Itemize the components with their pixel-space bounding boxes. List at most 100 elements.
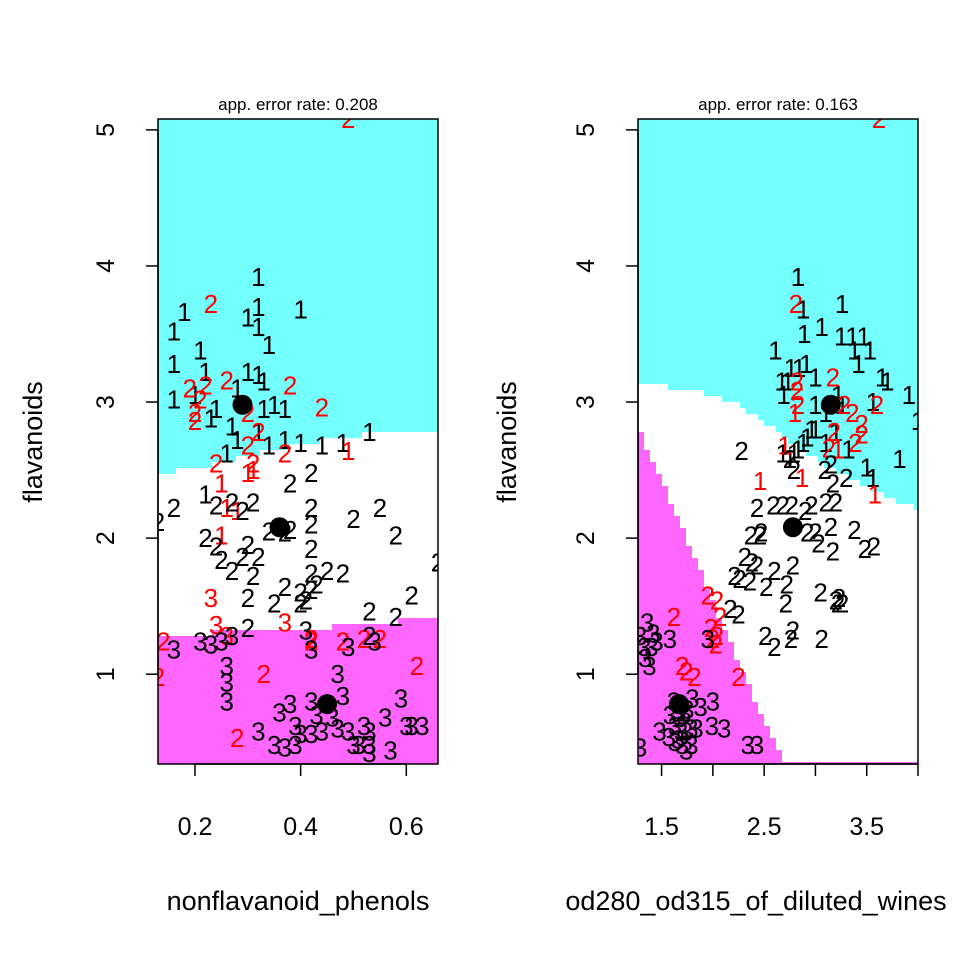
data-point: 1 xyxy=(214,469,228,499)
data-point: 2 xyxy=(246,448,260,478)
data-point: 3 xyxy=(193,627,207,657)
data-point: 2 xyxy=(789,289,803,319)
chart-title: app. error rate: 0.163 xyxy=(698,95,858,114)
data-point: 2 xyxy=(225,556,239,586)
data-point: 1 xyxy=(198,357,212,387)
data-point: 2 xyxy=(182,373,196,403)
data-point: 1 xyxy=(792,353,806,383)
data-point: 1 xyxy=(198,480,212,510)
data-point: 3 xyxy=(330,714,344,744)
data-point: 2 xyxy=(241,431,255,461)
data-point: 2 xyxy=(786,550,800,580)
data-point: 1 xyxy=(856,322,870,352)
data-point: 2 xyxy=(783,444,797,474)
data-point: 3 xyxy=(642,651,656,681)
data-point: 3 xyxy=(219,651,233,681)
data-point: 1 xyxy=(262,330,276,360)
y-tick-label: 5 xyxy=(92,123,120,137)
data-point: 3 xyxy=(330,659,344,689)
data-point: 2 xyxy=(675,651,689,681)
data-point: 2 xyxy=(304,575,318,605)
data-point: 2 xyxy=(867,531,881,561)
data-point: 2 xyxy=(848,428,862,458)
data-point: 1 xyxy=(777,431,791,461)
data-point: 1 xyxy=(167,349,181,379)
data-point: 2 xyxy=(256,659,270,689)
data-point: 2 xyxy=(188,398,202,428)
data-point: 2 xyxy=(775,491,789,521)
data-point: 2 xyxy=(357,624,371,654)
data-point: 2 xyxy=(750,550,764,580)
data-point: 2 xyxy=(299,586,313,616)
data-point: 1 xyxy=(230,425,244,455)
data-point: 2 xyxy=(845,398,859,428)
data-point: 2 xyxy=(278,572,292,602)
data-point: 1 xyxy=(831,435,845,465)
data-point: 2 xyxy=(827,417,841,447)
data-point: 1 xyxy=(241,357,255,387)
data-point: 2 xyxy=(304,559,318,589)
data-point: 2 xyxy=(267,588,281,618)
data-point: 1 xyxy=(800,422,814,452)
data-point: 2 xyxy=(786,616,800,646)
data-point: 2 xyxy=(737,542,751,572)
data-point: 3 xyxy=(204,629,218,659)
data-point: 1 xyxy=(859,452,873,482)
data-point: 1 xyxy=(851,349,865,379)
data-point: 1 xyxy=(835,390,849,420)
data-point: 2 xyxy=(870,390,884,420)
data-point: 3 xyxy=(251,716,265,746)
x-tick-label: 0.2 xyxy=(178,813,213,841)
data-point: 2 xyxy=(336,559,350,589)
data-point: 2 xyxy=(156,627,170,657)
data-point: 3 xyxy=(288,711,302,741)
data-point: 2 xyxy=(204,289,218,319)
data-point: 2 xyxy=(293,588,307,618)
data-point: 1 xyxy=(863,335,877,365)
data-point: 3 xyxy=(225,621,239,651)
data-point: 3 xyxy=(633,621,647,651)
data-point: 2 xyxy=(362,597,376,627)
data-point: 2 xyxy=(251,542,265,572)
data-point: 1 xyxy=(808,363,822,393)
data-point: 1 xyxy=(241,303,255,333)
x-tick-label: 3.5 xyxy=(849,813,884,841)
data-point: 2 xyxy=(790,367,804,397)
data-point: 1 xyxy=(780,367,794,397)
data-point: 3 xyxy=(394,684,408,714)
data-point: 3 xyxy=(633,733,647,763)
data-point: 3 xyxy=(341,632,355,662)
data-point: 2 xyxy=(304,493,318,523)
data-point: 2 xyxy=(278,439,292,469)
data-point: 1 xyxy=(866,463,880,493)
data-point: 2 xyxy=(373,624,387,654)
data-point: 3 xyxy=(674,716,688,746)
data-point: 3 xyxy=(684,730,698,760)
data-point: 3 xyxy=(204,583,218,613)
data-point: 1 xyxy=(847,335,861,365)
x-tick-label: 0.6 xyxy=(389,813,424,841)
data-point: 2 xyxy=(837,390,851,420)
data-point: 1 xyxy=(808,414,822,444)
region-class-1 xyxy=(158,119,438,474)
data-point: 1 xyxy=(336,428,350,458)
data-point: 3 xyxy=(278,733,292,763)
data-point: 2 xyxy=(824,512,838,542)
data-point: 3 xyxy=(750,730,764,760)
data-point: 3 xyxy=(352,730,366,760)
data-point: 2 xyxy=(778,588,792,618)
data-point: 1 xyxy=(225,412,239,442)
data-point: 2 xyxy=(709,629,723,659)
data-point: 2 xyxy=(854,420,868,450)
data-point: 2 xyxy=(854,409,868,439)
data-point: 1 xyxy=(246,455,260,485)
data-point: 2 xyxy=(727,561,741,591)
data-point: 3 xyxy=(662,722,676,752)
data-point: 2 xyxy=(817,455,831,485)
data-point: 2 xyxy=(404,580,418,610)
data-point: 2 xyxy=(824,450,838,480)
data-point: 2 xyxy=(219,365,233,395)
data-point: 2 xyxy=(362,621,376,651)
centroid-class-1 xyxy=(820,394,841,415)
